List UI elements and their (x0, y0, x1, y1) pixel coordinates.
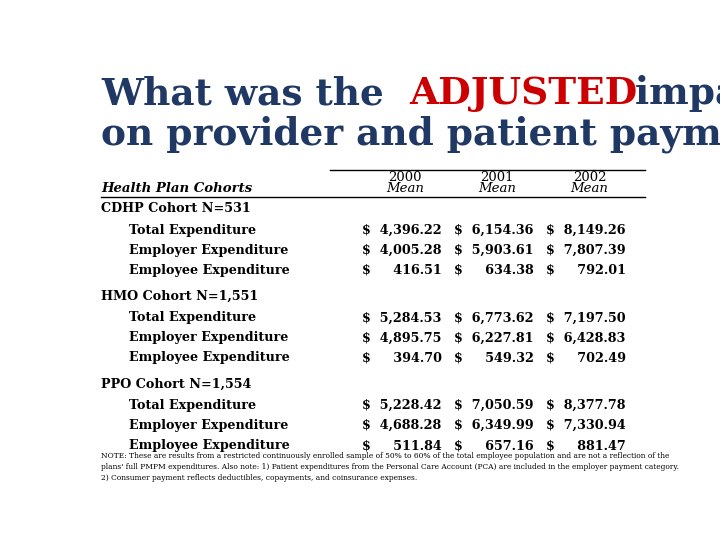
Text: Employer Expenditure: Employer Expenditure (129, 244, 289, 256)
Text: $  4,895.75: $ 4,895.75 (362, 332, 441, 345)
Text: $  6,227.81: $ 6,227.81 (454, 332, 534, 345)
Text: $     634.38: $ 634.38 (454, 264, 534, 276)
Text: $     881.47: $ 881.47 (546, 439, 626, 452)
Text: Total Expenditure: Total Expenditure (129, 312, 256, 325)
Text: Mean: Mean (478, 182, 516, 195)
Text: $  7,197.50: $ 7,197.50 (546, 312, 626, 325)
Text: $  6,349.99: $ 6,349.99 (454, 419, 534, 432)
Text: Total Expenditure: Total Expenditure (129, 224, 256, 237)
Text: $  4,396.22: $ 4,396.22 (362, 224, 441, 237)
Text: Mean: Mean (387, 182, 424, 195)
Text: $  5,284.53: $ 5,284.53 (362, 312, 441, 325)
Text: $  7,807.39: $ 7,807.39 (546, 244, 626, 256)
Text: HMO Cohort N=1,551: HMO Cohort N=1,551 (101, 290, 258, 303)
Text: Employee Expenditure: Employee Expenditure (129, 264, 290, 276)
Text: $  8,377.78: $ 8,377.78 (546, 399, 626, 412)
Text: PPO Cohort N=1,554: PPO Cohort N=1,554 (101, 377, 251, 390)
Text: Total Expenditure: Total Expenditure (129, 399, 256, 412)
Text: $     702.49: $ 702.49 (546, 352, 626, 365)
Text: NOTE: These are results from a restricted continuously enrolled sample of 50% to: NOTE: These are results from a restricte… (101, 453, 670, 460)
Text: 2002: 2002 (572, 171, 606, 184)
Text: $  4,688.28: $ 4,688.28 (362, 419, 441, 432)
Text: $     416.51: $ 416.51 (361, 264, 441, 276)
Text: What was the: What was the (101, 75, 397, 112)
Text: $     657.16: $ 657.16 (454, 439, 534, 452)
Text: Employee Expenditure: Employee Expenditure (129, 439, 290, 452)
Text: $  7,050.59: $ 7,050.59 (454, 399, 534, 412)
Text: $  6,154.36: $ 6,154.36 (454, 224, 534, 237)
Text: on provider and patient payment?: on provider and patient payment? (101, 116, 720, 153)
Text: Health Plan Cohorts: Health Plan Cohorts (101, 182, 253, 195)
Text: $     394.70: $ 394.70 (361, 352, 441, 365)
Text: $     549.32: $ 549.32 (454, 352, 534, 365)
Text: $  6,428.83: $ 6,428.83 (546, 332, 626, 345)
Text: $     792.01: $ 792.01 (546, 264, 626, 276)
Text: 2000: 2000 (389, 171, 422, 184)
Text: Employer Expenditure: Employer Expenditure (129, 332, 289, 345)
Text: plans' full PMPM expenditures. Also note: 1) Patient expenditures from the Perso: plans' full PMPM expenditures. Also note… (101, 463, 679, 471)
Text: 2001: 2001 (480, 171, 514, 184)
Text: CDHP Cohort N=531: CDHP Cohort N=531 (101, 202, 251, 215)
Text: impact: impact (622, 75, 720, 112)
Text: 2) Consumer payment reflects deductibles, copayments, and coinsurance expenses.: 2) Consumer payment reflects deductibles… (101, 474, 418, 482)
Text: $  4,005.28: $ 4,005.28 (362, 244, 441, 256)
Text: $     511.84: $ 511.84 (361, 439, 441, 452)
Text: $  7,330.94: $ 7,330.94 (546, 419, 626, 432)
Text: $  8,149.26: $ 8,149.26 (546, 224, 626, 237)
Text: $  5,228.42: $ 5,228.42 (362, 399, 441, 412)
Text: Employer Expenditure: Employer Expenditure (129, 419, 289, 432)
Text: Mean: Mean (570, 182, 608, 195)
Text: $  5,903.61: $ 5,903.61 (454, 244, 534, 256)
Text: Employee Expenditure: Employee Expenditure (129, 352, 290, 365)
Text: ADJUSTED: ADJUSTED (410, 75, 638, 112)
Text: $  6,773.62: $ 6,773.62 (454, 312, 534, 325)
